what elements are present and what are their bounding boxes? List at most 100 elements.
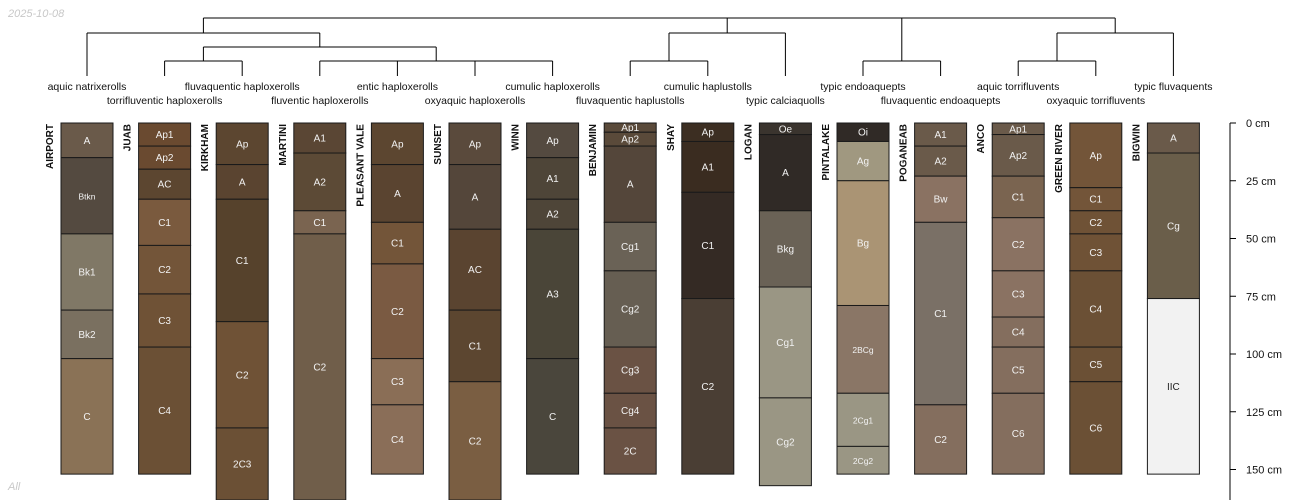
soil-profile: Ap A C1 C2 2C3 KIRKHAM <box>200 122 269 500</box>
date-label: 2025-10-08 <box>8 8 65 20</box>
horizon-label: Ap <box>391 139 404 150</box>
profile-name: AIRPORT <box>45 124 56 169</box>
horizon-label: C1 <box>934 309 947 320</box>
horizon-block <box>370 221 424 265</box>
horizon-label: C1 <box>313 218 326 229</box>
horizon-label: Bw <box>934 195 949 206</box>
horizon-label: C3 <box>1012 289 1025 300</box>
horizon-block <box>681 191 735 300</box>
depth-tick-label: 50 cm <box>1246 234 1276 246</box>
horizon-block <box>681 298 735 475</box>
horizon-block <box>836 140 890 182</box>
horizon-label: Oe <box>779 124 793 135</box>
profile-name: PLEASANT VALE <box>355 124 366 207</box>
horizon-label: C4 <box>1089 304 1102 315</box>
horizon-label: C4 <box>391 435 404 446</box>
horizon-block <box>293 122 347 154</box>
horizon-label: A2 <box>934 157 947 168</box>
horizon-label: Bk2 <box>78 330 96 341</box>
horizon-label: Ap1 <box>156 130 174 141</box>
horizon-label: Ap1 <box>1009 124 1027 135</box>
horizon-block <box>836 445 890 475</box>
horizon-block <box>1146 298 1200 475</box>
horizon-label: 2Cg1 <box>853 415 874 425</box>
horizon-label: Ap <box>469 139 482 150</box>
horizon-block <box>1069 381 1123 475</box>
horizon-label: Bk1 <box>78 267 96 278</box>
horizon-label: Cg <box>1167 221 1180 232</box>
horizon-block <box>60 233 114 311</box>
soil-profile: A Btkn Bk1 Bk2 C AIRPORT <box>45 122 114 475</box>
horizon-block <box>215 321 269 429</box>
horizon-block <box>448 381 502 500</box>
taxon-label: cumulic haploxerolls <box>505 81 600 93</box>
soil-profile: A1 A2 C1 C2 MARTINI <box>278 122 347 500</box>
horizon-label: A <box>239 177 246 188</box>
horizon-block <box>758 210 812 288</box>
horizon-block <box>60 358 114 475</box>
soil-profile: A1 A2 Bw C1 C2 POGANEAB <box>899 122 968 475</box>
horizon-label: Ap2 <box>156 153 174 164</box>
horizon-label: C6 <box>1012 429 1025 440</box>
horizon-label: A1 <box>314 134 327 145</box>
horizon-block <box>370 404 424 475</box>
horizon-block <box>1069 346 1123 383</box>
horizon-block <box>293 233 347 500</box>
taxon-label: entic haploxerolls <box>357 81 438 93</box>
horizon-block <box>758 134 812 212</box>
horizon-block <box>293 152 347 212</box>
soil-profile: Oi Ag Bg 2BCg 2Cg1 2Cg2 PINTALAKE <box>821 122 890 475</box>
horizon-label: A <box>1170 134 1177 145</box>
horizon-label: C2 <box>701 382 714 393</box>
horizon-label: Ap2 <box>1009 151 1027 162</box>
subset-label: All <box>8 481 21 493</box>
horizon-block <box>215 198 269 323</box>
horizon-label: C6 <box>1089 423 1102 434</box>
depth-tick-label: 125 cm <box>1246 407 1282 419</box>
horizon-block <box>138 244 192 295</box>
horizon-block <box>448 164 502 230</box>
soil-profile: Oe A Bkg Cg1 Cg2 LOGAN <box>743 122 812 487</box>
horizon-block <box>991 346 1045 394</box>
soil-profile: Ap A AC C1 C2 SUNSET <box>433 122 502 500</box>
horizon-label: C3 <box>1089 248 1102 259</box>
horizon-label: Cg4 <box>621 406 640 417</box>
horizon-block <box>526 198 580 230</box>
horizon-block <box>603 427 657 475</box>
horizon-block <box>138 168 192 200</box>
profile-name: POGANEAB <box>899 124 910 182</box>
taxon-label: aquic natrixerolls <box>48 81 127 93</box>
horizon-block <box>991 392 1045 475</box>
profile-name: MARTINI <box>278 124 289 166</box>
horizon-block <box>60 122 114 159</box>
horizon-label: C1 <box>236 256 249 267</box>
horizon-label: AC <box>158 180 172 191</box>
horizon-label: Ap1 <box>621 123 639 134</box>
horizon-label: A <box>394 189 401 200</box>
taxon-label: fluvaquentic haplustolls <box>576 95 685 107</box>
horizon-block <box>215 122 269 166</box>
horizon-label: C1 <box>158 218 171 229</box>
horizon-block <box>448 228 502 311</box>
horizon-block <box>1069 233 1123 272</box>
profile-name: JUAB <box>123 124 134 151</box>
horizon-block <box>215 427 269 500</box>
horizon-label: C2 <box>1012 240 1025 251</box>
soil-profile: Ap A1 A2 A3 C WINN <box>511 122 580 475</box>
taxon-label: fluventic haploxerolls <box>271 95 368 107</box>
horizon-label: A <box>782 168 789 179</box>
horizon-label: A2 <box>314 177 327 188</box>
taxon-label: oxyaquic haploxerolls <box>425 95 525 107</box>
horizon-label: C2 <box>1089 218 1102 229</box>
horizon-label: C4 <box>1012 328 1025 339</box>
horizon-label: Ag <box>857 157 869 168</box>
profile-name: KIRKHAM <box>200 124 211 171</box>
depth-axis: 0 cm 25 cm 50 cm 75 cm 100 cm 125 cm 150 cm <box>1229 118 1282 500</box>
horizon-label: A <box>627 180 634 191</box>
profile-name: SHAY <box>666 124 677 151</box>
soil-profile: Ap1 Ap2 C1 C2 C3 C4 C5 C6 ANCO <box>976 122 1045 475</box>
taxon-label: torrifluventic haploxerolls <box>107 95 223 107</box>
horizon-label: C <box>549 412 556 423</box>
taxon-label: typic calciaquolls <box>746 95 825 107</box>
